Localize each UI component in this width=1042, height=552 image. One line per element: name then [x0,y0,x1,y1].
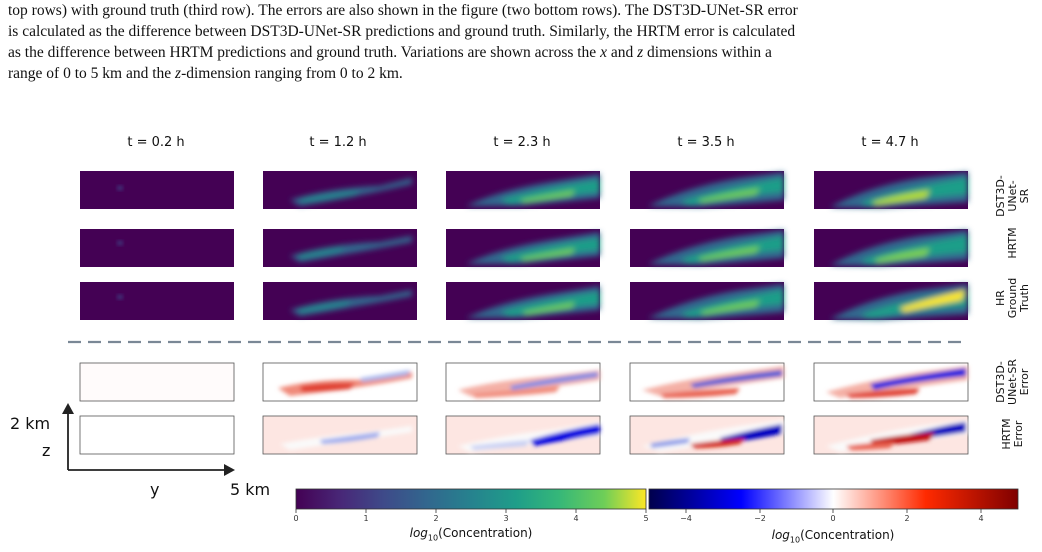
colorbar-tick-label: 4 [573,514,579,523]
plume [290,290,412,316]
plume [117,186,123,190]
panel-t0 [79,415,235,455]
colorbar-ticks [685,509,982,513]
caption-line: as the difference between HRTM predictio… [8,42,1034,63]
error-field [278,370,412,396]
colorbar-error [648,488,1019,513]
caption-italic: x [600,44,607,61]
colorbar-tick-label: 2 [433,514,439,523]
row-label-dst3d-error: DST3D- UNet-SR Error [985,358,1042,406]
colorbar-concentration [295,488,647,513]
colorbar-tick-label: 5 [643,514,649,523]
row-label-hrtm: HRTM [985,225,1042,269]
colorbar-tick-label: 2 [904,514,910,523]
plume [466,286,600,318]
row-label-dst3d-unet-sr: DST3D- UNet- SR [985,170,1042,217]
panel-t0 [80,171,234,209]
colorbar-gradient [648,488,1019,510]
caption-text: is calculated as the difference between … [8,23,796,40]
error-field [458,370,600,398]
row-hrtm [80,229,968,267]
colorbar-tick-label: −2 [754,514,766,523]
y-axis-label: y [150,480,160,499]
z-extent-label: 2 km [10,414,51,433]
plume [290,236,412,262]
colorbar-tick-label: −4 [680,514,692,523]
label-subscript: 10 [427,533,439,543]
row-ground-truth [80,282,968,320]
caption-line: top rows) with ground truth (third row).… [8,0,1034,21]
plume [830,172,968,208]
plume [466,232,600,264]
error-field [642,366,784,398]
colorbar-tick-label: 4 [978,514,984,523]
colorbar-tick-label: 0 [830,514,836,523]
plume [117,241,123,245]
row-label-hrtm-error: HRTM Error [985,414,1042,458]
z-axis-arrowhead [62,403,74,414]
error-field [642,420,784,452]
plume [648,230,784,265]
row-label-line: Truth [1018,284,1031,312]
colorbar-label-error: log10(Concentration) [733,528,933,544]
plume [466,174,600,206]
colorbar-label-concentration: log10(Concentration) [371,526,571,542]
caption-line: is calculated as the difference between … [8,21,1034,42]
label-rest: (Concentration) [438,526,533,540]
plume [830,230,968,266]
y-extent-label: 5 km [230,480,271,499]
error-field [458,422,600,452]
panel-t0 [80,282,234,320]
row-label-ground-truth: HR Ground Truth [985,278,1042,324]
row-hrtm-error [79,415,969,455]
row-dst3d-unet-sr [80,171,968,209]
panel-t0 [80,229,234,267]
z-axis-label: z [42,441,51,460]
row-label-line: SR [1018,188,1031,204]
row-label-line: Error [1018,368,1031,396]
axes-indicator [62,403,235,476]
error-field [826,366,968,398]
caption-text: -dimension ranging from 0 to 2 km. [181,65,403,82]
label-subscript: 10 [789,535,801,545]
error-field [826,420,968,452]
colorbar-tick-label: 0 [293,514,299,523]
plume [648,172,784,207]
time-label: t = 0.2 h [127,135,185,150]
time-label: t = 4.7 h [861,135,919,150]
y-axis-arrowhead [224,464,235,476]
row-label-line: HRTM [1006,227,1019,259]
colorbar-tick-label: 3 [503,514,509,523]
time-label: t = 2.3 h [493,135,551,150]
label-rest: (Concentration) [800,528,895,542]
label-log: log [771,528,790,542]
figure-caption: top rows) with ground truth (third row).… [8,0,1034,84]
panel-t0 [79,362,235,402]
colorbar-tick-label: 1 [363,514,369,523]
row-label-line: Error [1012,420,1025,448]
error-field [280,426,412,450]
caption-italic: z [637,44,644,61]
time-label: t = 1.2 h [309,135,367,150]
caption-text: and [606,44,638,61]
plume [290,178,412,206]
colorbar-gradient [295,488,647,510]
caption-text: dimensions within a [643,44,772,61]
caption-italic: z [175,65,182,82]
colorbar-ticks [295,509,647,513]
caption-text: top rows) with ground truth (third row).… [8,2,798,19]
plume [648,284,784,319]
label-log: log [409,526,428,540]
plume [117,295,123,299]
caption-text: as the difference between HRTM predictio… [8,44,601,61]
plume [830,284,968,320]
time-label: t = 3.5 h [677,135,735,150]
caption-text: range of 0 to 5 km and the [8,65,176,82]
row-dst3d-error [79,362,969,402]
caption-line: range of 0 to 5 km and the z-dimension r… [8,63,1034,84]
